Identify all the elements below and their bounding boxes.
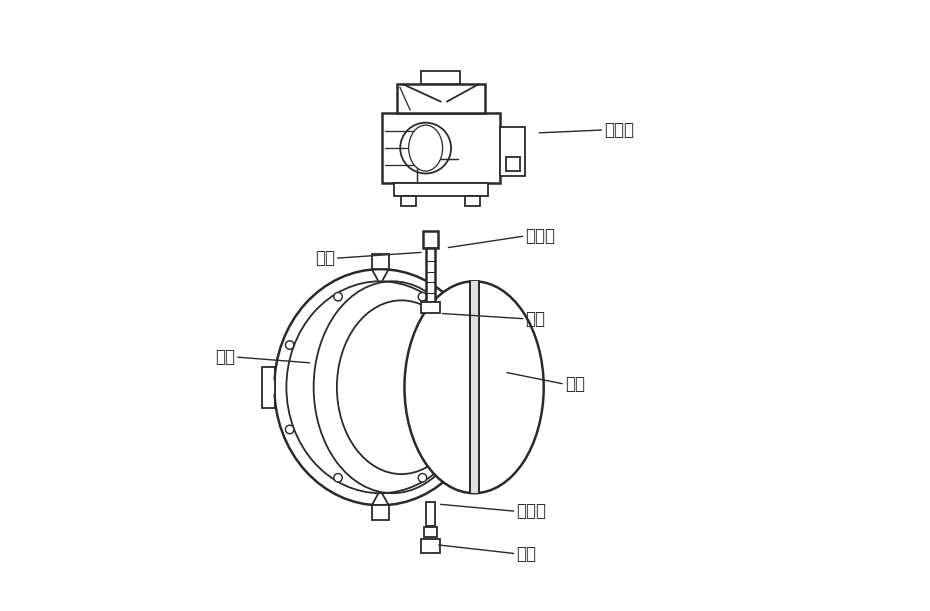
- Circle shape: [286, 425, 294, 434]
- Bar: [499, 128, 525, 176]
- Bar: [426, 248, 434, 302]
- Bar: [372, 505, 389, 521]
- Text: 填料: 填料: [315, 249, 335, 267]
- Bar: [470, 281, 479, 493]
- Bar: [426, 502, 434, 527]
- Circle shape: [418, 293, 427, 301]
- Text: 填料: 填料: [525, 310, 546, 328]
- Bar: [262, 367, 275, 408]
- Circle shape: [334, 293, 342, 301]
- Bar: [422, 231, 438, 248]
- Text: 阀体: 阀体: [215, 348, 235, 366]
- Bar: [465, 196, 481, 206]
- Ellipse shape: [337, 301, 466, 474]
- Bar: [421, 71, 460, 84]
- Text: 执行器: 执行器: [604, 121, 634, 139]
- Ellipse shape: [286, 281, 474, 493]
- Bar: [381, 113, 499, 183]
- Bar: [397, 84, 485, 113]
- Ellipse shape: [408, 125, 443, 171]
- Text: 填料: 填料: [516, 545, 537, 563]
- Ellipse shape: [405, 281, 544, 493]
- Bar: [420, 302, 440, 313]
- Ellipse shape: [400, 123, 451, 174]
- Circle shape: [334, 474, 342, 482]
- Text: 下阀杆: 下阀杆: [516, 502, 547, 521]
- Ellipse shape: [274, 269, 486, 505]
- Circle shape: [418, 474, 427, 482]
- Bar: [424, 527, 437, 537]
- Circle shape: [467, 341, 475, 349]
- Bar: [394, 183, 487, 196]
- Text: 上阀杆: 上阀杆: [525, 227, 555, 245]
- Circle shape: [286, 341, 294, 349]
- Circle shape: [467, 425, 475, 434]
- Bar: [506, 156, 520, 171]
- Bar: [401, 196, 417, 206]
- Bar: [372, 254, 389, 269]
- Bar: [420, 539, 440, 552]
- Text: 阀板: 阀板: [565, 375, 585, 393]
